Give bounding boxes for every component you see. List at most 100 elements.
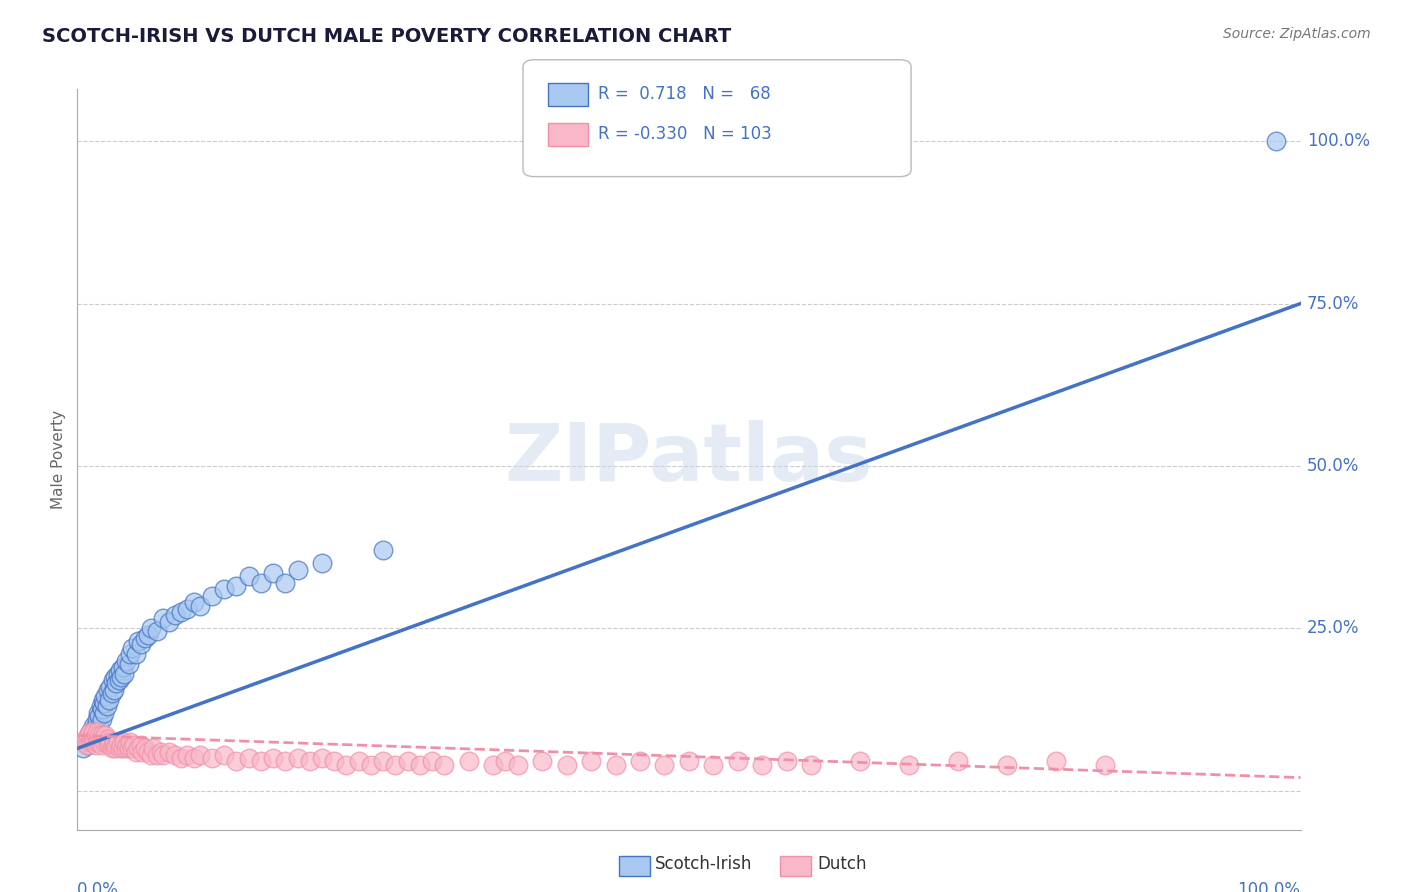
Point: [98, 692, 121, 706]
Point: [89, 719, 111, 733]
Point: [531, 755, 554, 769]
Point: [93, 706, 115, 720]
Point: [103, 682, 125, 697]
Point: [90, 728, 112, 742]
Point: [225, 755, 247, 769]
Point: [76, 731, 98, 746]
Point: [131, 745, 153, 759]
Point: [118, 647, 141, 661]
Point: [94, 690, 117, 704]
Point: [82, 725, 104, 739]
Point: [702, 757, 724, 772]
Point: [112, 735, 135, 749]
Point: [157, 615, 180, 629]
Point: [101, 673, 124, 688]
Point: [298, 755, 321, 769]
Text: 100.0%: 100.0%: [1306, 132, 1369, 150]
Point: [80, 728, 103, 742]
Point: [849, 755, 872, 769]
Text: Dutch: Dutch: [817, 855, 866, 873]
Point: [751, 757, 773, 772]
Text: 75.0%: 75.0%: [1306, 294, 1360, 312]
Point: [262, 566, 284, 580]
Point: [93, 735, 115, 749]
Point: [176, 747, 198, 762]
Point: [89, 709, 111, 723]
Point: [1265, 134, 1288, 148]
Point: [409, 757, 432, 772]
Point: [146, 747, 169, 762]
Point: [93, 696, 115, 710]
Point: [1094, 757, 1116, 772]
Point: [90, 712, 112, 726]
Point: [238, 569, 260, 583]
Point: [107, 735, 129, 749]
Point: [100, 741, 122, 756]
Point: [84, 719, 107, 733]
Point: [115, 654, 138, 668]
Point: [125, 647, 148, 661]
Point: [90, 702, 112, 716]
Point: [212, 582, 235, 597]
Point: [433, 757, 456, 772]
Point: [262, 751, 284, 765]
Point: [420, 755, 443, 769]
Point: [506, 757, 529, 772]
Point: [250, 575, 273, 590]
Point: [79, 731, 101, 746]
Point: [201, 751, 224, 765]
Point: [274, 755, 297, 769]
Point: [134, 741, 156, 756]
Point: [495, 755, 517, 769]
Point: [482, 757, 505, 772]
Point: [84, 738, 107, 752]
Point: [79, 725, 101, 739]
Point: [654, 757, 676, 772]
Point: [86, 725, 108, 739]
Y-axis label: Male Poverty: Male Poverty: [51, 409, 66, 509]
Text: 25.0%: 25.0%: [1306, 619, 1360, 637]
Point: [201, 589, 224, 603]
Point: [115, 741, 138, 756]
Point: [323, 755, 346, 769]
Point: [121, 741, 143, 756]
Point: [125, 745, 148, 759]
Point: [118, 657, 141, 671]
Point: [104, 670, 127, 684]
Point: [86, 735, 108, 749]
Text: Source: ZipAtlas.com: Source: ZipAtlas.com: [1223, 27, 1371, 41]
Point: [84, 728, 107, 742]
Point: [98, 680, 121, 694]
Point: [83, 731, 105, 746]
Point: [1045, 755, 1067, 769]
Text: Scotch-Irish: Scotch-Irish: [655, 855, 752, 873]
Point: [995, 757, 1018, 772]
Point: [274, 575, 297, 590]
Point: [183, 751, 205, 765]
Point: [77, 728, 100, 742]
Point: [152, 747, 174, 762]
Text: R =  0.718   N =   68: R = 0.718 N = 68: [598, 85, 770, 103]
Point: [384, 757, 406, 772]
Point: [800, 757, 823, 772]
Point: [108, 741, 131, 756]
Point: [118, 735, 141, 749]
Point: [96, 735, 118, 749]
Point: [121, 640, 143, 655]
Point: [176, 601, 198, 615]
Point: [111, 660, 134, 674]
Point: [335, 757, 357, 772]
Point: [97, 682, 120, 697]
Point: [86, 712, 108, 726]
Point: [127, 741, 149, 756]
Point: [83, 722, 105, 736]
Point: [157, 745, 180, 759]
Point: [287, 563, 309, 577]
Point: [75, 731, 97, 746]
Point: [311, 751, 333, 765]
Point: [72, 741, 94, 756]
Point: [898, 757, 921, 772]
Point: [75, 735, 97, 749]
Point: [371, 543, 394, 558]
Point: [122, 738, 145, 752]
